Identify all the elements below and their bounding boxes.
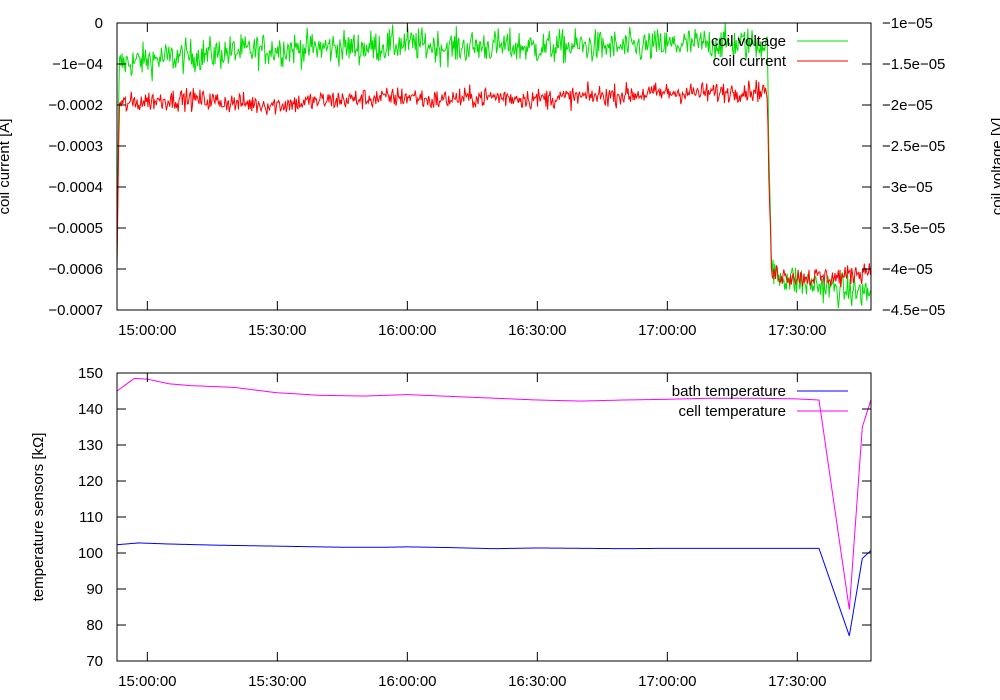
coil-chart: 15:00:00 15:30:00 16:00:00 16:30:00 17:00:00…: [0, 15, 1000, 339]
x-tick-label: 15:30:00: [248, 322, 306, 339]
y-axis-label: coil current [A]: [0, 119, 13, 215]
y-tick-label: 0: [95, 15, 103, 32]
series-line-coil-current: [116, 79, 872, 288]
y2-tick-label: −4e−05: [882, 261, 933, 278]
y-tick-label: −0.0007: [48, 302, 103, 319]
y2-tick-label: −4.5e−05: [882, 302, 945, 319]
legend-label: coil voltage: [711, 33, 786, 50]
y2-tick-label: −1e−05: [882, 15, 933, 32]
legend-label: coil current: [713, 53, 787, 70]
y-tick-label: −1e−04: [52, 56, 103, 73]
series-line-coil-voltage: [116, 22, 872, 309]
y2-tick-label: −1.5e−05: [882, 56, 945, 73]
x-tick-label: 17:30:00: [768, 322, 826, 339]
y2-axis-label: coil voltage [V]: [989, 118, 1000, 216]
x-tick-label: 16:30:00: [508, 322, 566, 339]
y-tick-label: −0.0005: [48, 220, 103, 237]
x-tick-label: 15:00:00: [118, 322, 176, 339]
plot-frame: [116, 22, 872, 311]
y-tick-label: −0.0004: [48, 179, 103, 196]
y-tick-label: −0.0002: [48, 97, 103, 114]
y-tick-label: −0.0003: [48, 138, 103, 155]
legend-label: bath temperature: [672, 383, 786, 400]
x-tick-label: 16:00:00: [378, 673, 436, 690]
series-line-bath-temperature: [116, 542, 872, 636]
x-tick-label: 17:30:00: [768, 673, 826, 690]
x-tick-label: 16:00:00: [378, 322, 436, 339]
x-tick-label: 15:30:00: [248, 673, 306, 690]
y-tick-label: 130: [78, 437, 103, 454]
x-tick-label: 17:00:00: [638, 322, 696, 339]
y-tick-label: 110: [79, 509, 103, 526]
y-tick-label: 120: [78, 473, 103, 490]
temperature-chart: 15:00:00 15:30:00 16:00:00 16:30:00 17:00:00…: [30, 365, 872, 690]
y-tick-label: 90: [86, 581, 103, 598]
y-tick-label: 140: [78, 401, 103, 418]
x-tick-label: 16:30:00: [508, 673, 566, 690]
y2-tick-label: −3.5e−05: [882, 220, 945, 237]
y-tick-label: 80: [86, 617, 103, 634]
y2-tick-label: −2e−05: [882, 97, 933, 114]
y2-tick-label: −3e−05: [882, 179, 933, 196]
y-tick-label: 100: [78, 545, 103, 562]
x-tick-label: 15:00:00: [118, 673, 176, 690]
legend-label: cell temperature: [678, 403, 786, 420]
y-axis-label: temperature sensors [kΩ]: [30, 433, 47, 602]
y-tick-label: −0.0006: [48, 261, 103, 278]
x-tick-label: 17:00:00: [638, 673, 696, 690]
y-tick-label: 150: [78, 365, 103, 382]
y-tick-label: 70: [86, 653, 103, 670]
y2-tick-label: −2.5e−05: [882, 138, 945, 155]
series-line-cell-temperature: [116, 377, 872, 610]
